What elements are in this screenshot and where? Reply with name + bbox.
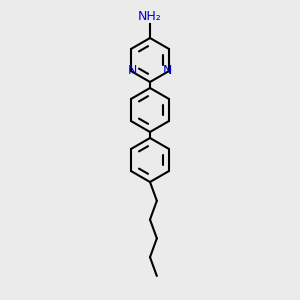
Text: N: N <box>128 64 137 77</box>
Text: NH₂: NH₂ <box>138 11 162 23</box>
Text: N: N <box>163 64 172 77</box>
